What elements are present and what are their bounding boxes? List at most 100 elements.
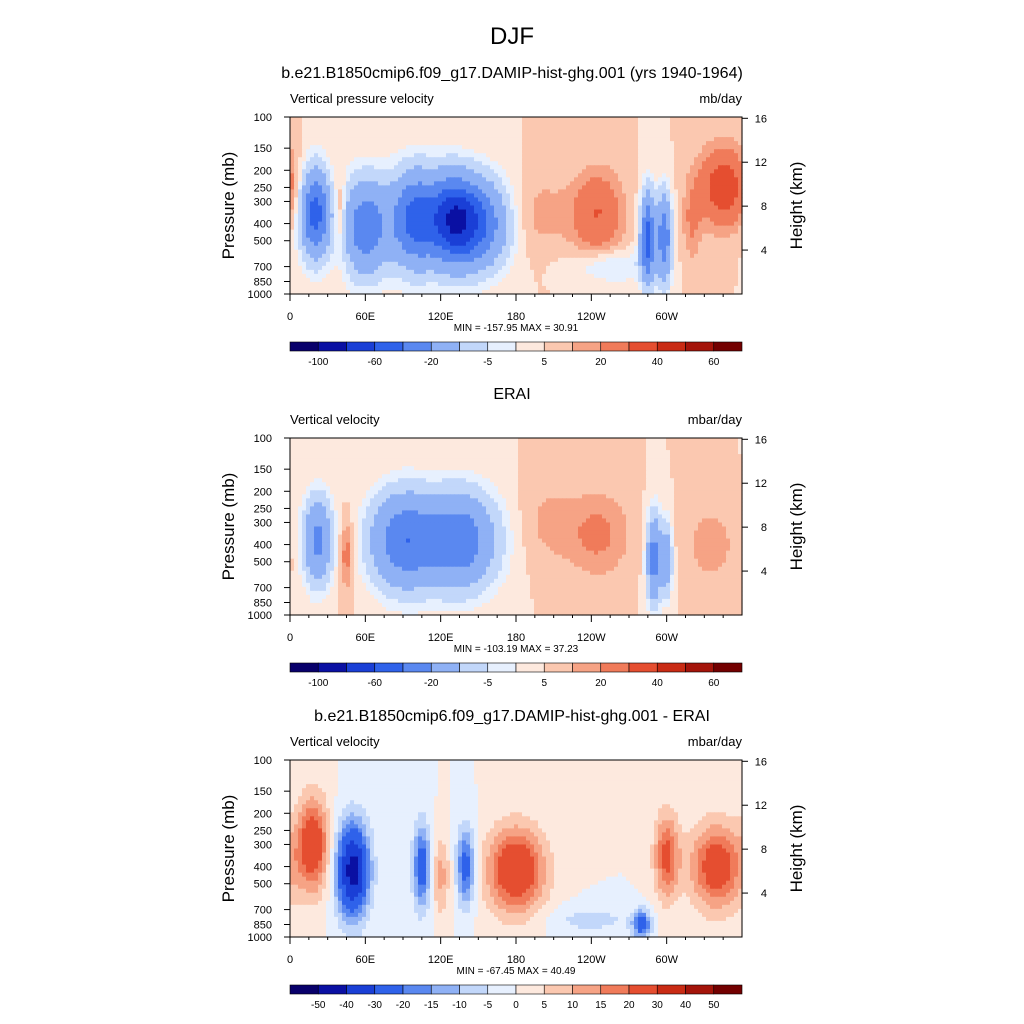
heatmap-cell <box>398 197 403 202</box>
heatmap-cell <box>526 137 531 142</box>
heatmap-cell <box>418 149 423 154</box>
heatmap-cell <box>482 169 487 174</box>
heatmap-cell <box>710 206 715 211</box>
heatmap-cell <box>378 189 383 194</box>
heatmap-cell <box>622 185 627 190</box>
heatmap-cell <box>362 206 367 211</box>
heatmap-cell <box>506 117 511 122</box>
heatmap-cell <box>438 129 443 134</box>
heatmap-cell <box>358 121 363 126</box>
heatmap-cell <box>370 169 375 174</box>
heatmap-cell <box>338 193 343 198</box>
heatmap-cell <box>370 218 375 223</box>
heatmap-cell <box>594 242 599 247</box>
heatmap-cell <box>394 125 399 130</box>
heatmap-cell <box>290 274 295 279</box>
heatmap-cell <box>622 129 627 134</box>
heatmap-cell <box>578 270 583 275</box>
heatmap-cell <box>682 222 687 227</box>
heatmap-cell <box>486 161 491 166</box>
heatmap-cell <box>458 274 463 279</box>
heatmap-cell <box>658 266 663 271</box>
heatmap-cell <box>442 246 447 251</box>
heatmap-cell <box>462 262 467 267</box>
heatmap-cell <box>626 214 631 219</box>
heatmap-cell <box>454 230 459 235</box>
heatmap-cell <box>430 137 435 142</box>
heatmap-cell <box>378 274 383 279</box>
heatmap-cell <box>430 161 435 166</box>
heatmap-cell <box>534 230 539 235</box>
heatmap-cell <box>322 246 327 251</box>
heatmap-cell <box>522 226 527 231</box>
heatmap-cell <box>426 193 431 198</box>
heatmap-cell <box>338 214 343 219</box>
heatmap-cell <box>654 266 659 271</box>
heatmap-cell <box>686 117 691 122</box>
heatmap-cell <box>482 234 487 239</box>
heatmap-cell <box>450 137 455 142</box>
heatmap-cell <box>506 218 511 223</box>
heatmap-cell <box>614 129 619 134</box>
heatmap-cell <box>578 286 583 291</box>
heatmap-cell <box>486 222 491 227</box>
heatmap-cell <box>614 242 619 247</box>
heatmap-cell <box>310 189 315 194</box>
heatmap-cell <box>562 222 567 227</box>
heatmap-cell <box>702 206 707 211</box>
heatmap-cell <box>298 185 303 190</box>
heatmap-cell <box>558 270 563 275</box>
heatmap-cell <box>366 226 371 231</box>
heatmap-cell <box>534 193 539 198</box>
heatmap-cell <box>726 197 731 202</box>
heatmap-cell <box>610 266 615 271</box>
heatmap-cell <box>422 210 427 215</box>
heatmap-cell <box>506 185 511 190</box>
heatmap-cell <box>522 278 527 283</box>
heatmap-cell <box>646 266 651 271</box>
heatmap-cell <box>530 262 535 267</box>
heatmap-cell <box>550 218 555 223</box>
heatmap-cell <box>446 141 451 146</box>
heatmap-cell <box>390 165 395 170</box>
heatmap-cell <box>718 145 723 150</box>
heatmap-cell <box>582 258 587 263</box>
heatmap-cell <box>678 278 683 283</box>
heatmap-cell <box>354 246 359 251</box>
heatmap-cell <box>334 282 339 287</box>
heatmap-cell <box>482 125 487 130</box>
heatmap-cell <box>710 141 715 146</box>
heatmap-cell <box>318 193 323 198</box>
heatmap-cell <box>562 153 567 158</box>
heatmap-cell <box>726 133 731 138</box>
heatmap-cell <box>434 210 439 215</box>
heatmap-cell <box>562 234 567 239</box>
heatmap-cell <box>666 210 671 215</box>
heatmap-cell <box>614 193 619 198</box>
heatmap-cell <box>722 278 727 283</box>
heatmap-cell <box>650 238 655 243</box>
heatmap-cell <box>330 125 335 130</box>
heatmap-cell <box>582 210 587 215</box>
heatmap-cell <box>706 246 711 251</box>
heatmap-cell <box>650 121 655 126</box>
heatmap-cell <box>578 141 583 146</box>
heatmap-cell <box>422 266 427 271</box>
heatmap-cell <box>674 141 679 146</box>
heatmap-cell <box>538 189 543 194</box>
heatmap-cell <box>362 141 367 146</box>
heatmap-cell <box>382 153 387 158</box>
heatmap-cell <box>398 246 403 251</box>
heatmap-cell <box>446 165 451 170</box>
heatmap-cell <box>626 181 631 186</box>
heatmap-cell <box>482 270 487 275</box>
heatmap-cell <box>546 210 551 215</box>
heatmap-cell <box>426 258 431 263</box>
heatmap-cell <box>490 145 495 150</box>
heatmap-cell <box>694 145 699 150</box>
heatmap-cell <box>310 177 315 182</box>
heatmap-cell <box>474 121 479 126</box>
heatmap-cell <box>554 121 559 126</box>
heatmap-cell <box>442 177 447 182</box>
heatmap-cell <box>474 270 479 275</box>
